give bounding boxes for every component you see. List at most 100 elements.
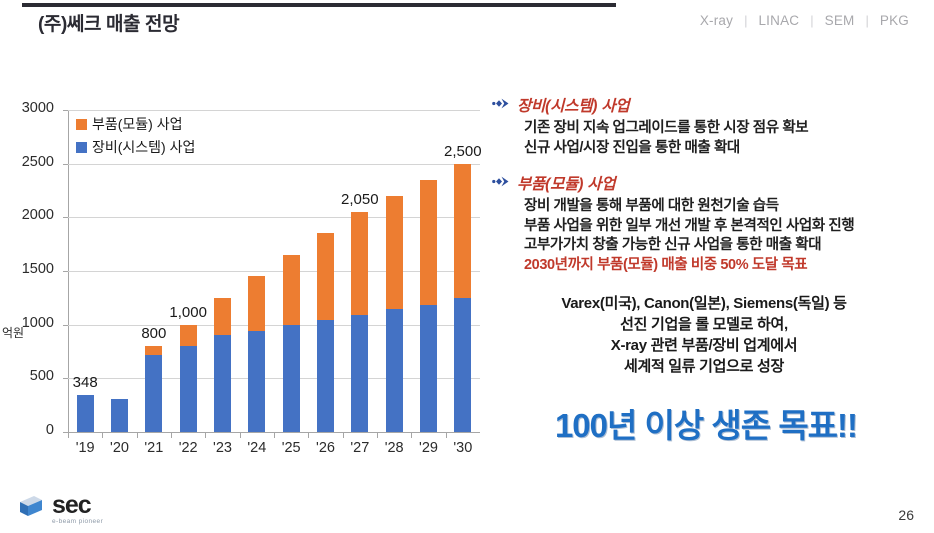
chart-gridline — [68, 217, 480, 219]
chart-gridline — [68, 324, 480, 326]
bar-segment-equipment — [282, 324, 300, 432]
chart-bar-25[interactable] — [282, 254, 300, 432]
x-axis-tick — [68, 432, 69, 438]
benchmark-line: X-ray 관련 부품/장비 업계에서 — [610, 337, 798, 355]
chart-bar-20[interactable] — [111, 398, 128, 432]
bullet-heading: 장비(시스템) 사업 — [492, 94, 934, 116]
x-axis-tick — [308, 432, 310, 438]
bullet-title: 부품(모듈) 사업 — [517, 176, 616, 194]
bullet-line: 부품 사업을 위한 일부 개선 개발 후 본격적인 사업화 진행 — [524, 217, 855, 234]
x-axis-label-23: '23 — [213, 440, 232, 456]
bar-segment-parts — [248, 276, 266, 332]
y-axis-tick — [63, 271, 68, 272]
y-axis-tick-label: 3000 — [21, 100, 54, 116]
bullet-line-highlight: 2030년까지 부품(모듈) 매출 비중 50% 도달 목표 — [524, 256, 808, 273]
nav-separator: | — [810, 13, 814, 28]
chart-bar-19[interactable] — [76, 394, 94, 432]
bullet-line: 기존 장비 지속 업그레이드를 통한 시장 점유 확보 — [524, 120, 809, 136]
chart-bar-26[interactable] — [317, 233, 334, 432]
vision-headline: 100년 이상 생존 목표!! — [554, 407, 858, 445]
bar-segment-parts — [385, 195, 403, 309]
bar-value-label: 2,050 — [341, 190, 379, 208]
chart-gridline — [68, 378, 480, 380]
nav-item-linac[interactable]: LINAC — [758, 13, 800, 28]
x-axis-tick — [342, 432, 344, 438]
chart-bar-22[interactable] — [179, 324, 197, 432]
bar-value-label: 348 — [72, 373, 98, 391]
x-axis-label-28: '28 — [384, 440, 404, 456]
bar-segment-parts — [282, 254, 300, 325]
nav-item-sem[interactable]: SEM — [824, 13, 855, 28]
title-underline-rule — [22, 3, 616, 7]
x-axis-label-24: '24 — [247, 440, 267, 456]
y-axis-tick — [63, 432, 68, 433]
legend-color-swatch — [76, 118, 87, 130]
chart-gridline — [68, 163, 480, 165]
diamond-arrow-bullet-icon — [492, 97, 510, 115]
chart-bar-23[interactable] — [214, 297, 231, 432]
bullet-line: 신규 사업/시장 진입을 통한 매출 확대 — [524, 139, 740, 156]
logo-wordmark: sec — [52, 490, 92, 519]
legend-item[interactable]: 부품(모듈) 사업 — [76, 114, 195, 134]
x-axis-tick — [171, 432, 172, 438]
x-axis-label-25: '25 — [281, 440, 301, 456]
bar-segment-equipment — [385, 308, 403, 432]
page-title: (주)쎄크 매출 전망 — [38, 14, 180, 35]
benchmark-line: Varex(미국), Canon(일본), Siemens(독일) 등 — [561, 295, 847, 313]
chart-bar-30[interactable] — [454, 163, 472, 432]
sec-logo-mark-icon — [16, 493, 46, 524]
x-axis-tick — [205, 432, 207, 438]
chart-bar-24[interactable] — [248, 276, 266, 432]
bar-segment-equipment — [214, 335, 231, 432]
x-axis-label-20: '20 — [110, 440, 129, 456]
section-nav: X-ray | LINAC | SEM | PKG — [689, 13, 920, 28]
y-axis-tick — [63, 378, 68, 380]
bar-segment-parts — [145, 346, 163, 355]
company-logo: sec e-beam pioneer — [16, 490, 103, 526]
chart-bar-21[interactable] — [145, 346, 163, 432]
chart-plot-area: 0 500 1000 1500 2000 2500 3000 348 '19 '20 800 '21 1… — [22, 100, 482, 456]
nav-item-x-ray[interactable]: X-ray — [699, 13, 734, 28]
x-axis-label-19: '19 — [75, 440, 95, 456]
y-axis-tick-label: 500 — [29, 368, 54, 385]
bullet-line: 장비 개발을 통해 부품에 대한 원천기술 습득 — [524, 198, 779, 215]
bar-segment-parts — [454, 163, 472, 298]
bar-value-label: 2,500 — [444, 142, 482, 160]
benchmark-line: 선진 기업을 롤 모델로 하여, — [620, 316, 788, 334]
x-axis-tick — [411, 432, 413, 438]
chart-gridline — [68, 110, 480, 111]
diamond-arrow-bullet-icon — [492, 175, 510, 193]
x-axis-label-29: '29 — [419, 440, 438, 456]
bar-segment-parts — [420, 179, 437, 306]
bar-segment-equipment — [420, 305, 437, 432]
nav-item-pkg[interactable]: PKG — [879, 13, 909, 28]
x-axis-tick — [102, 432, 104, 438]
x-axis-tick — [445, 432, 447, 438]
y-axis-tick — [63, 324, 68, 326]
y-axis-tick-label: 1500 — [21, 261, 54, 277]
y-axis-title: 억원 — [2, 326, 25, 340]
chart-bar-27[interactable] — [351, 211, 369, 432]
x-axis-label-21: '21 — [144, 440, 164, 456]
chart-gridline — [68, 271, 480, 272]
y-axis-tick — [63, 217, 68, 219]
bar-value-label: 800 — [141, 325, 167, 343]
chart-bar-29[interactable] — [420, 179, 437, 432]
revenue-forecast-chart: 억원 0 500 1000 1500 2000 2500 3000 348 '19 '20 800 '… — [0, 92, 492, 482]
legend-item[interactable]: 장비(시스템) 사업 — [76, 137, 195, 157]
x-axis-label-22: '22 — [178, 440, 198, 456]
legend-label: 장비(시스템) 사업 — [92, 139, 196, 155]
nav-separator: | — [865, 13, 869, 28]
benchmark-line: 세계적 일류 기업으로 성장 — [623, 358, 785, 376]
bar-segment-equipment — [317, 320, 334, 432]
page-number: 26 — [898, 507, 914, 523]
legend-label: 부품(모듈) 사업 — [92, 116, 183, 132]
bar-segment-equipment — [111, 398, 128, 432]
chart-bar-28[interactable] — [385, 195, 403, 432]
x-axis-tick — [274, 432, 275, 438]
nav-separator: | — [744, 13, 748, 28]
